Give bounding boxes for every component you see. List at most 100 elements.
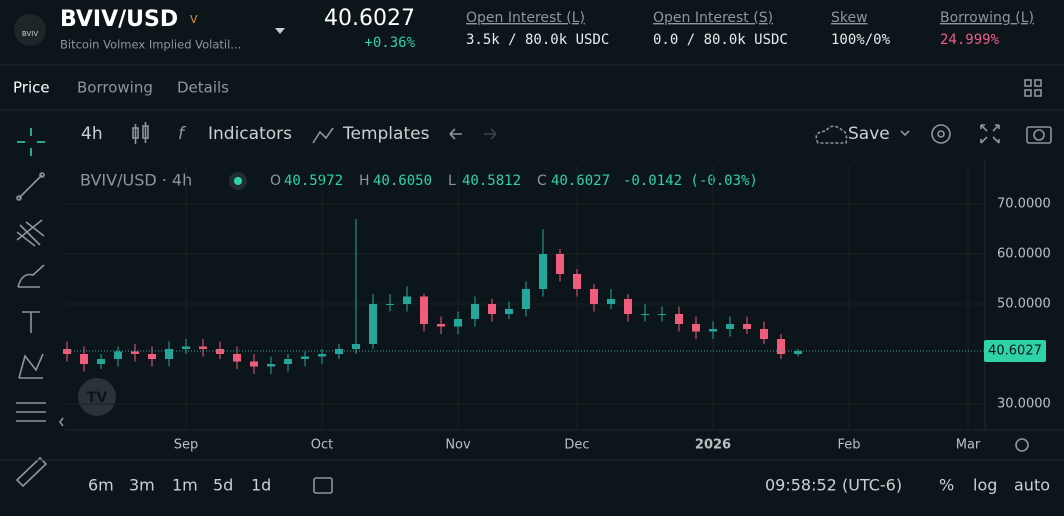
candle-body xyxy=(726,324,734,329)
camera-lens xyxy=(1033,129,1045,141)
tab[interactable]: Details xyxy=(177,79,229,97)
pattern-tool[interactable] xyxy=(18,353,44,379)
option[interactable]: auto xyxy=(1014,476,1050,495)
candle-body xyxy=(641,314,649,315)
dropdown[interactable] xyxy=(275,28,285,34)
redo[interactable] xyxy=(484,128,497,140)
collapse[interactable] xyxy=(59,417,64,427)
x-tick-label: Mar xyxy=(956,438,981,453)
candle-body xyxy=(760,329,768,339)
range[interactable]: 6m xyxy=(88,476,114,495)
candle-body xyxy=(505,309,513,314)
x-tick-label: Nov xyxy=(445,438,471,453)
candle-body xyxy=(624,299,632,314)
ohlc-value: 40.5972 xyxy=(284,173,343,189)
x-tick-label: Dec xyxy=(564,438,589,453)
last-price-label: 40.6027 xyxy=(988,343,1042,358)
candle-body xyxy=(607,299,615,304)
camera[interactable] xyxy=(1026,126,1052,144)
x-tick-label: Feb xyxy=(837,438,860,453)
text-tool[interactable] xyxy=(22,311,40,333)
candle-body xyxy=(131,351,139,354)
ohlc-label: L xyxy=(448,173,456,189)
candle-body xyxy=(182,346,190,349)
save[interactable]: Save xyxy=(848,124,890,144)
logo-text: BVIV xyxy=(22,30,38,38)
ohlc-value: 40.6050 xyxy=(373,173,432,189)
legend-change: -0.0142 (-0.03%) xyxy=(623,173,758,189)
candle-body xyxy=(471,304,479,319)
candle-body xyxy=(658,314,666,315)
indicators[interactable]: Indicators xyxy=(208,124,292,144)
stat-value: 0.0 / 80.0k USDC xyxy=(653,32,788,48)
range[interactable]: 5d xyxy=(213,476,233,495)
tab[interactable]: Borrowing xyxy=(77,79,153,97)
candle-body xyxy=(267,364,275,367)
candle-body xyxy=(233,354,241,362)
ohlc-value: 40.6027 xyxy=(551,173,610,189)
candle-body xyxy=(743,324,751,329)
stat-value: 24.999% xyxy=(940,32,1000,48)
stat-label[interactable]: Borrowing (L) xyxy=(940,10,1034,26)
tv-logo xyxy=(78,378,116,416)
symbol[interactable]: BVIV/USD xyxy=(60,7,178,32)
x-tick-label: Oct xyxy=(311,438,333,453)
option[interactable]: log xyxy=(973,476,997,495)
stat-label[interactable]: Open Interest (S) xyxy=(653,10,773,26)
templates[interactable]: Templates xyxy=(342,124,430,144)
candle-body xyxy=(709,329,717,332)
range[interactable]: 3m xyxy=(129,476,155,495)
ruler-tool[interactable] xyxy=(15,456,48,488)
change: +0.36% xyxy=(364,35,415,51)
logo xyxy=(14,14,46,46)
axis-settings[interactable] xyxy=(1015,438,1029,452)
fx-icon: f xyxy=(178,124,187,144)
stat-label[interactable]: Open Interest (L) xyxy=(466,10,585,26)
candle-body xyxy=(556,254,564,274)
stat-value: 100%/0% xyxy=(831,32,891,48)
candle-body xyxy=(590,289,598,304)
range[interactable]: 1m xyxy=(172,476,198,495)
fib-tool[interactable] xyxy=(16,219,45,247)
settings[interactable] xyxy=(931,124,951,144)
stat-label[interactable]: Skew xyxy=(831,10,868,26)
candle-body xyxy=(335,349,343,354)
interval[interactable]: 4h xyxy=(81,124,103,144)
subtitle: Bitcoin Volmex Implied Volatil... xyxy=(60,38,241,52)
y-tick-label: 30.0000 xyxy=(997,397,1051,412)
undo[interactable] xyxy=(449,128,462,140)
layout-icon[interactable] xyxy=(1024,79,1042,97)
settings-core xyxy=(937,130,945,138)
candle-body xyxy=(199,346,207,349)
save-menu[interactable] xyxy=(900,130,910,137)
candle-body xyxy=(454,319,462,327)
candle-body xyxy=(284,359,292,364)
candle-icon[interactable] xyxy=(132,122,149,144)
fullscreen[interactable] xyxy=(980,124,1000,144)
brush-tool[interactable] xyxy=(17,264,45,288)
candle-body xyxy=(420,296,428,324)
candle-body xyxy=(216,349,224,354)
last-price-tag xyxy=(984,339,1046,362)
candle-body xyxy=(148,354,156,359)
ohlc-label: O xyxy=(270,173,281,189)
badge: V xyxy=(190,13,198,26)
option[interactable]: % xyxy=(939,476,954,495)
candle-body xyxy=(301,356,309,359)
cloud-icon xyxy=(815,125,848,144)
candle-body xyxy=(794,351,802,354)
candle-body xyxy=(386,304,394,305)
range[interactable]: 1d xyxy=(251,476,271,495)
tab[interactable]: Price xyxy=(13,79,50,97)
prediction-tool[interactable] xyxy=(16,402,46,422)
candle-body xyxy=(573,274,581,289)
templates-icon xyxy=(312,127,334,144)
candle-body xyxy=(80,354,88,364)
clock: 09:58:52 (UTC-6) xyxy=(765,476,902,495)
candle-body xyxy=(692,324,700,332)
candle-body xyxy=(352,344,360,349)
line-tool[interactable] xyxy=(16,172,45,201)
crosshair-tool[interactable] xyxy=(17,128,45,156)
date-range-icon[interactable] xyxy=(313,477,333,494)
